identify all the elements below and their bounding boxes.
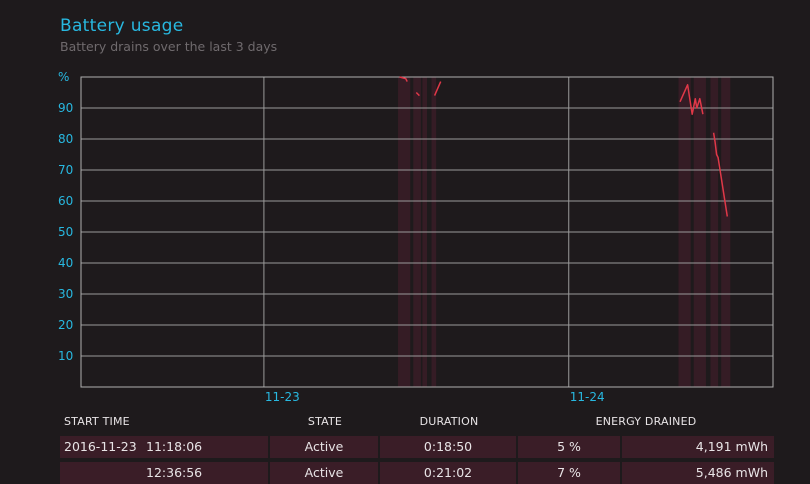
state-cell: Active [270, 436, 380, 458]
y-tick-label: 50 [58, 225, 73, 239]
y-tick-label: 90 [58, 101, 73, 115]
section-title: Battery usage [60, 16, 184, 36]
column-header-start-time: START TIME [64, 415, 130, 428]
section-subtitle: Battery drains over the last 3 days [60, 39, 278, 54]
start-time: 11:18:06 [146, 439, 203, 454]
y-tick-label: 30 [58, 287, 73, 301]
start-time: 12:36:56 [146, 465, 203, 480]
x-tick-label: 11-24 [570, 390, 605, 404]
table-row[interactable]: 2016-11-23 11:18:06 Active 0:18:50 5 % 4,… [60, 436, 774, 458]
state-cell: Active [270, 462, 380, 484]
table-header: START TIME STATE DURATION ENERGY DRAINED [60, 415, 774, 432]
y-tick-label: 70 [58, 163, 73, 177]
battery-drain-line [712, 132, 729, 217]
start-time-cell: 12:36:56 [60, 462, 270, 484]
battery-usage-table: START TIME STATE DURATION ENERGY DRAINED… [60, 415, 774, 484]
battery-drain-line [433, 81, 442, 96]
start-date: 2016-11-23 [64, 439, 137, 454]
start-time-cell: 2016-11-23 11:18:06 [60, 436, 270, 458]
y-tick-label: 10 [58, 349, 73, 363]
table-row[interactable]: 12:36:56 Active 0:21:02 7 % 5,486 mWh [60, 462, 774, 484]
y-tick-label: 40 [58, 256, 73, 270]
y-axis-unit-label: % [58, 70, 69, 84]
energy-cell: 4,191 mWh [622, 436, 774, 458]
battery-drain-line [679, 84, 704, 115]
y-tick-label: 80 [58, 132, 73, 146]
battery-drain-line [415, 91, 420, 97]
duration-cell: 0:18:50 [380, 436, 518, 458]
column-header-duration: DURATION [419, 415, 479, 428]
percent-cell: 5 % [518, 436, 622, 458]
column-header-energy-drained: ENERGY DRAINED [595, 415, 697, 428]
column-header-state: STATE [307, 415, 343, 428]
x-tick-label: 11-23 [265, 390, 300, 404]
energy-cell: 5,486 mWh [622, 462, 774, 484]
y-tick-label: 20 [58, 318, 73, 332]
y-tick-label: 60 [58, 194, 73, 208]
battery-drain-line [399, 76, 408, 82]
battery-drain-chart: % 90 80 70 60 50 40 30 20 10 11-23 11-24 [58, 70, 774, 404]
plot-frame [80, 76, 774, 388]
duration-cell: 0:21:02 [380, 462, 518, 484]
percent-cell: 7 % [518, 462, 622, 484]
